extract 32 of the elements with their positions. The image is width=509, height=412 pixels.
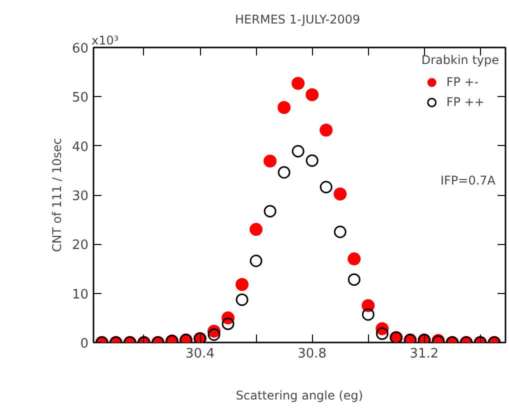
y-tick-label: 20 bbox=[72, 238, 89, 254]
point bbox=[334, 188, 347, 201]
y-tick-label: 40 bbox=[72, 140, 89, 155]
x-axis-title: Scattering angle (eg) bbox=[236, 388, 364, 402]
y-tick-label: 10 bbox=[72, 287, 89, 302]
y-tick-label: 60 bbox=[72, 42, 89, 56]
y-tick-label: 50 bbox=[72, 90, 89, 106]
y-tick-label: 30 bbox=[72, 189, 89, 204]
annotation: x10³ bbox=[92, 34, 119, 48]
point bbox=[320, 180, 332, 194]
point bbox=[264, 204, 276, 218]
x-tick-label: 30.4 bbox=[186, 346, 214, 362]
x-tick-label: 30.8 bbox=[298, 346, 327, 362]
point bbox=[264, 154, 277, 168]
y-tick-label: 0 bbox=[80, 336, 89, 352]
point bbox=[278, 100, 291, 114]
point bbox=[292, 145, 304, 158]
point bbox=[250, 222, 263, 236]
point bbox=[306, 154, 318, 167]
chart-title: HERMES 1-JULY-2009 bbox=[235, 12, 360, 26]
point bbox=[320, 124, 333, 137]
legend-title: Drabkin type bbox=[421, 53, 499, 67]
point bbox=[334, 226, 346, 238]
point bbox=[278, 166, 290, 179]
point bbox=[292, 76, 305, 90]
point bbox=[306, 88, 319, 102]
annotation: IFP=0.7A bbox=[440, 174, 496, 188]
y-axis-title: CNT of 111 / 10sec bbox=[50, 138, 64, 252]
x-tick-label: 31.2 bbox=[410, 346, 439, 362]
legend-label: FP +- bbox=[446, 75, 479, 89]
point bbox=[348, 252, 361, 266]
legend-label: FP ++ bbox=[446, 95, 484, 109]
